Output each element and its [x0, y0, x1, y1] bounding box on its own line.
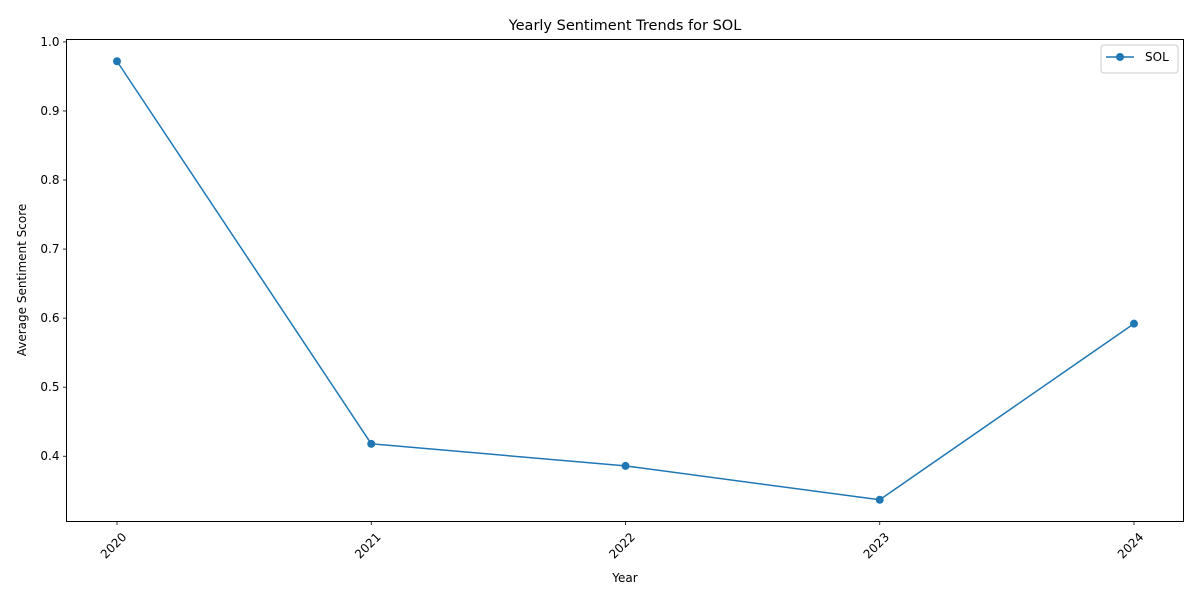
y-tick-label: 0.4 [40, 449, 59, 463]
data-point [1130, 319, 1138, 328]
data-point [875, 495, 884, 504]
y-axis-label: Average Sentiment Score [15, 204, 29, 357]
y-tick-label: 0.6 [40, 311, 59, 325]
legend: SOL [1100, 44, 1179, 74]
y-tick-label: 0.7 [40, 242, 59, 256]
plot-frame [66, 39, 1184, 522]
chart-title: Yearly Sentiment Trends for SOL [508, 18, 742, 34]
y-tick-label: 1.0 [40, 35, 59, 49]
y-tick-label: 0.9 [40, 104, 59, 118]
plot-area [66, 39, 1184, 522]
legend-marker-sol [1116, 53, 1124, 61]
y-axis-ticks: 0.4 0.5 0.6 0.7 0.8 0.9 1.0 [40, 35, 67, 463]
legend-box [1100, 44, 1179, 74]
series-layer [113, 57, 1138, 504]
data-point [367, 439, 376, 448]
data-point [113, 57, 121, 66]
plot-background [66, 39, 1184, 522]
y-tick-label: 0.8 [40, 173, 59, 187]
x-axis-label: Year [611, 571, 637, 585]
y-tick-label: 0.5 [40, 380, 59, 394]
data-point [621, 461, 630, 470]
legend-label-sol: SOL [1145, 50, 1169, 64]
